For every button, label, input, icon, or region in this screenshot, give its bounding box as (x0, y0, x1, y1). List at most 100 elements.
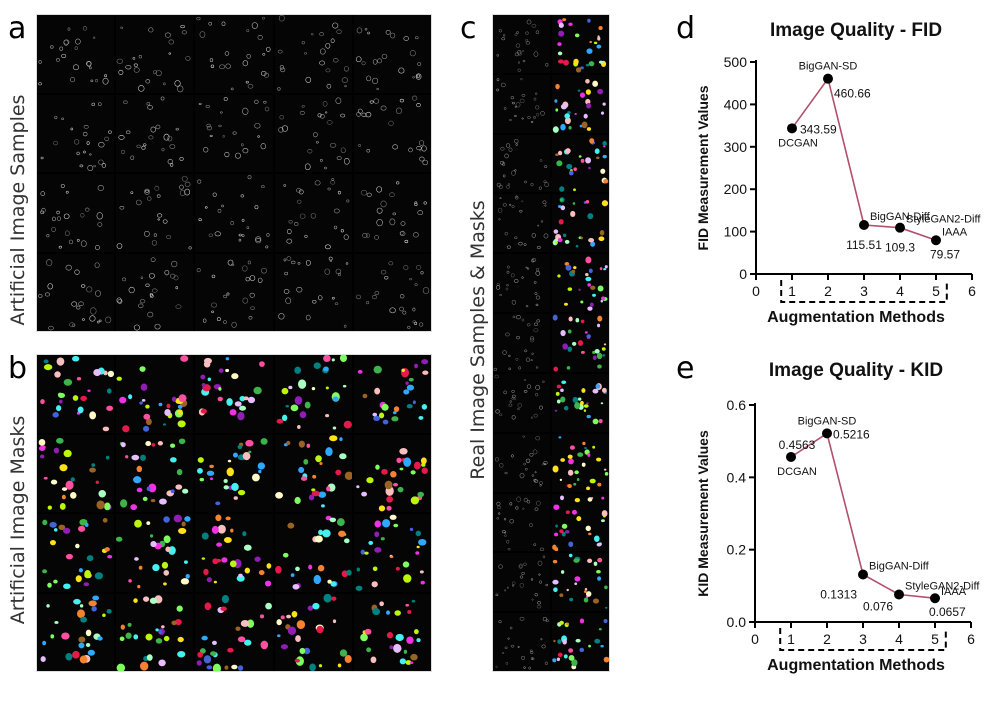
sample-thumbnail (274, 174, 352, 252)
sample-thumbnail (493, 15, 550, 73)
y-tick-label: 500 (724, 54, 748, 70)
artificial-image-samples-grid (36, 14, 432, 332)
x-axis-label: Augmentation Methods (767, 309, 945, 326)
data-point (931, 235, 941, 246)
data-point (930, 593, 940, 604)
mask-thumbnail (37, 593, 115, 671)
mask-thumbnail (116, 593, 194, 671)
value-label: 115.51 (846, 238, 882, 252)
y-tick-label: 0 (739, 266, 747, 282)
mask-thumbnail (274, 593, 352, 671)
x-tick-label: 6 (967, 631, 975, 647)
value-label: 343.59 (800, 122, 837, 136)
y-axis-label: KID Measurement Values (695, 430, 711, 597)
sample-thumbnail (493, 433, 550, 492)
data-point (895, 222, 905, 233)
x-tick-label: 1 (787, 631, 795, 647)
mask-thumbnail (552, 74, 609, 133)
x-tick-label: 0 (752, 283, 760, 299)
x-tick-label: 4 (896, 283, 904, 299)
sample-thumbnail (195, 253, 273, 331)
mask-thumbnail (37, 355, 115, 433)
x-tick-label: 3 (860, 283, 868, 299)
sample-thumbnail (274, 94, 352, 172)
chart-title: Image Quality - KID (769, 360, 943, 381)
mask-thumbnail (195, 355, 273, 433)
sample-thumbnail (37, 174, 115, 252)
sample-thumbnail (493, 314, 550, 372)
sample-thumbnail (493, 553, 550, 612)
sample-thumbnail (493, 373, 550, 432)
panel-letter-a: a (8, 11, 27, 46)
method-label: DCGAN (778, 137, 818, 149)
data-point (894, 589, 904, 600)
method-label: IAAA (941, 586, 967, 598)
y-tick-label: 300 (724, 139, 748, 155)
value-label: 0.1313 (820, 588, 857, 602)
mask-thumbnail (353, 355, 431, 433)
value-label: 460.66 (834, 87, 871, 101)
y-tick-label: 0.6 (727, 397, 747, 413)
value-label: 0.0657 (929, 605, 966, 619)
mask-thumbnail (552, 134, 609, 193)
data-point (859, 220, 869, 231)
real-image-samples-masks-grid (492, 14, 610, 672)
sample-thumbnail (116, 94, 194, 172)
y-tick-label: 100 (724, 224, 748, 240)
method-label: BigGAN-Diff (869, 561, 930, 573)
panel-letter-e: e (676, 351, 695, 386)
chart-title: Image Quality - FID (770, 20, 942, 41)
value-label: 109.3 (885, 241, 915, 255)
mask-thumbnail (195, 514, 273, 592)
sample-thumbnail (37, 94, 115, 172)
panel-a-label: Artificial Image Samples (7, 94, 29, 326)
y-tick-label: 0.2 (727, 542, 747, 558)
mask-thumbnail (552, 194, 609, 253)
value-label: 79.57 (930, 247, 960, 261)
sample-thumbnail (195, 15, 273, 93)
panel-letter-b: b (8, 351, 28, 386)
sample-thumbnail (116, 174, 194, 252)
methods-bracket (780, 280, 948, 303)
data-point (822, 428, 832, 439)
x-tick-label: 5 (931, 631, 939, 647)
sample-thumbnail (353, 94, 431, 172)
sample-thumbnail (493, 613, 550, 671)
mask-thumbnail (274, 434, 352, 512)
mask-thumbnail (37, 434, 115, 512)
data-point (787, 123, 797, 134)
value-label: 0.5216 (833, 427, 870, 441)
value-label: 0.4563 (779, 438, 816, 452)
sample-thumbnail (195, 94, 273, 172)
y-tick-label: 0.0 (727, 614, 747, 630)
mask-thumbnail (552, 373, 609, 432)
mask-thumbnail (195, 434, 273, 512)
mask-thumbnail (552, 613, 609, 671)
artificial-image-masks-grid (36, 354, 432, 672)
y-tick-label: 200 (724, 181, 748, 197)
mask-thumbnail (552, 15, 609, 73)
mask-thumbnail (274, 355, 352, 433)
methods-bracket (779, 628, 947, 651)
sample-thumbnail (274, 15, 352, 93)
method-label: StyleGAN2-Diff (905, 581, 980, 593)
panel-b-label: Artificial Image Masks (7, 415, 29, 625)
sample-thumbnail (493, 493, 550, 552)
value-label: 0.076 (863, 600, 893, 614)
x-tick-label: 4 (895, 631, 903, 647)
sample-thumbnail (493, 134, 550, 193)
mask-thumbnail (552, 493, 609, 552)
method-label: StyleGAN2-Diff (906, 214, 981, 226)
sample-thumbnail (493, 254, 550, 313)
mask-thumbnail (353, 593, 431, 671)
sample-thumbnail (116, 253, 194, 331)
mask-thumbnail (116, 514, 194, 592)
x-tick-label: 5 (932, 283, 940, 299)
method-label: DCGAN (777, 466, 817, 478)
y-tick-label: 0.4 (727, 469, 747, 485)
sample-thumbnail (353, 15, 431, 93)
sample-thumbnail (37, 15, 115, 93)
mask-thumbnail (195, 593, 273, 671)
mask-thumbnail (552, 553, 609, 612)
mask-thumbnail (116, 434, 194, 512)
